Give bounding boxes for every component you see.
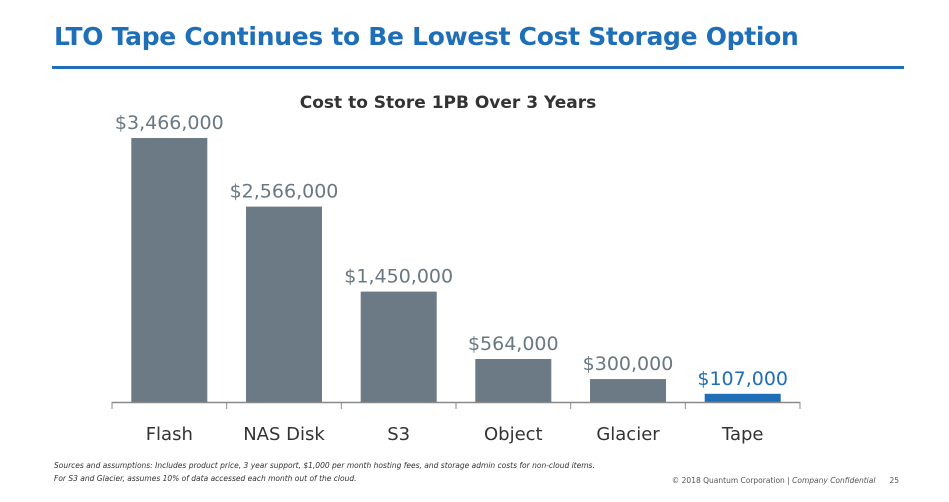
category-label: Flash xyxy=(146,424,193,445)
chart-title: Cost to Store 1PB Over 3 Years xyxy=(300,93,596,113)
notes-line-1: Sources and assumptions: Includes produc… xyxy=(54,461,595,470)
slide-footer: © 2018 Quantum Corporation | Company Con… xyxy=(672,476,899,485)
data-label: $107,000 xyxy=(697,368,788,390)
data-label: $300,000 xyxy=(583,353,674,375)
footer-separator: | xyxy=(784,476,793,485)
title-divider xyxy=(52,66,904,69)
category-label: Tape xyxy=(721,424,764,445)
bar-s3 xyxy=(360,291,437,402)
footer-confidential: Company Confidential xyxy=(792,476,876,485)
page-number: 25 xyxy=(889,476,899,485)
data-label: $1,450,000 xyxy=(344,266,453,288)
bar-tape xyxy=(704,393,781,402)
notes-line-2: For S3 and Glacier, assumes 10% of data … xyxy=(54,474,357,483)
category-label: Object xyxy=(484,424,543,445)
category-label: Glacier xyxy=(596,424,660,445)
bar-object xyxy=(475,359,552,402)
data-label: $564,000 xyxy=(468,333,559,355)
category-label: NAS Disk xyxy=(243,424,325,445)
data-label: $3,466,000 xyxy=(115,112,224,134)
x-axis: Flash NAS Disk S3 Object Glacier Tape xyxy=(111,401,801,445)
category-label: S3 xyxy=(387,424,410,445)
bar-nas-disk xyxy=(246,206,322,402)
sources-notes: Sources and assumptions: Includes produc… xyxy=(54,459,595,485)
bars-group: $3,466,000 $2,566,000 $1,450,000 $564,000 $3… xyxy=(115,112,788,402)
bar-flash xyxy=(131,138,208,402)
footer-copyright: © 2018 Quantum Corporation xyxy=(671,476,785,485)
data-label: $2,566,000 xyxy=(230,181,339,203)
slide-title: LTO Tape Continues to Be Lowest Cost Sto… xyxy=(54,22,799,51)
bar-glacier xyxy=(590,379,666,402)
